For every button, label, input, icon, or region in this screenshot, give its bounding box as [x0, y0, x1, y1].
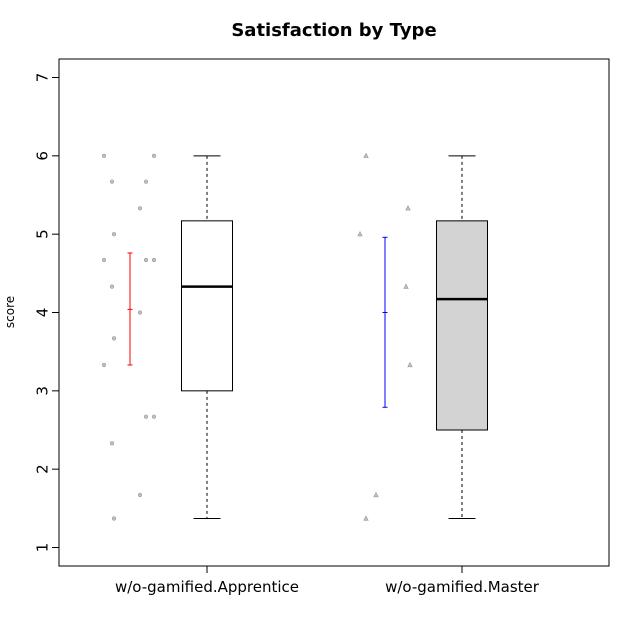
x-tick-label: w/o-gamified.Master	[385, 578, 540, 596]
data-point	[363, 152, 369, 158]
y-tick-label: 4	[34, 308, 52, 318]
box-1	[436, 155, 488, 520]
chart-title: Satisfaction by Type	[231, 20, 436, 41]
data-point	[373, 491, 379, 498]
y-axis-label: score	[3, 296, 17, 328]
data-point	[111, 516, 117, 521]
y-tick-label: 5	[34, 229, 52, 239]
data-point	[151, 414, 157, 419]
data-point	[151, 257, 157, 263]
box-body	[181, 220, 233, 392]
x-tick-label: w/o-gamified.Apprentice	[115, 578, 299, 596]
error-bar-1	[382, 236, 388, 408]
y-tick-label: 6	[34, 151, 52, 161]
data-point	[101, 362, 107, 368]
y-axis: 1 2 3 4 5 6 7	[34, 73, 59, 553]
data-point	[137, 310, 143, 315]
data-point	[405, 205, 411, 211]
data-point	[357, 231, 363, 237]
y-tick-label: 1	[34, 543, 52, 553]
data-point	[111, 336, 117, 341]
points-0	[101, 153, 157, 521]
data-point	[109, 179, 115, 184]
data-point	[137, 492, 143, 498]
data-point	[403, 283, 409, 289]
box-0	[181, 155, 233, 520]
data-point	[407, 361, 413, 368]
data-point	[143, 414, 149, 419]
error-bar-0	[127, 252, 133, 366]
data-point	[143, 257, 149, 263]
y-tick-label: 2	[34, 464, 52, 474]
x-axis: w/o-gamified.Apprentice w/o-gamified.Mast…	[115, 566, 540, 596]
data-point	[101, 153, 107, 158]
data-point	[151, 153, 157, 158]
y-tick-label: 3	[34, 386, 52, 396]
data-point	[109, 441, 115, 446]
data-point	[111, 232, 117, 237]
points-1	[357, 152, 413, 521]
box-body	[436, 220, 488, 431]
data-point	[137, 206, 143, 211]
data-point	[143, 179, 149, 184]
y-tick-label: 7	[34, 73, 52, 83]
data-point	[101, 257, 107, 263]
data-point	[109, 284, 115, 289]
data-point	[363, 515, 369, 521]
chart-marks	[101, 152, 488, 521]
